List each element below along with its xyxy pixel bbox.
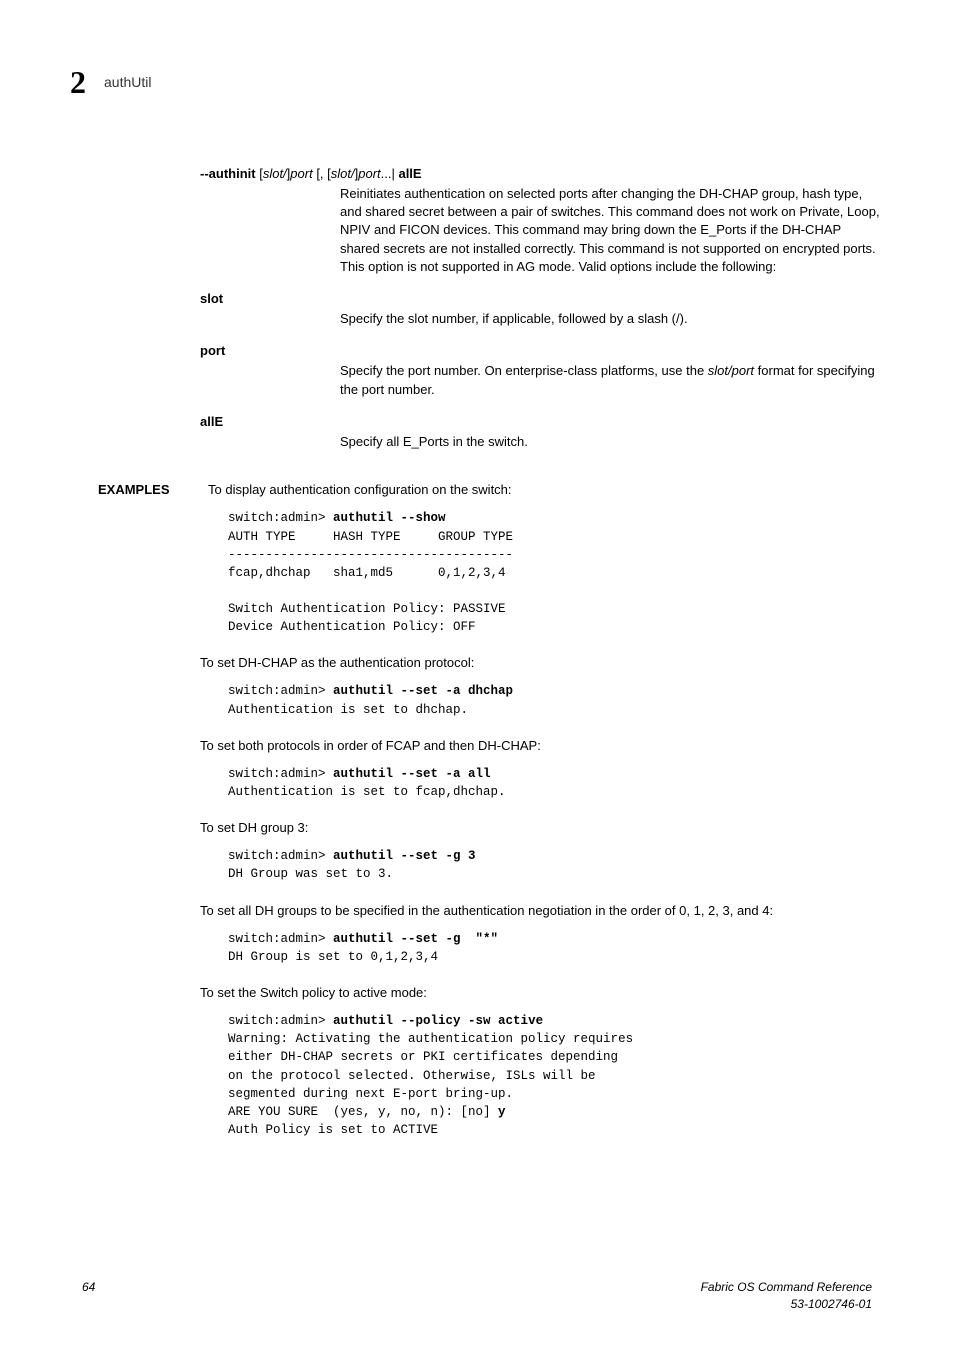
option-term-slot: slot bbox=[200, 290, 884, 308]
example-intro: To display authentication configuration … bbox=[200, 481, 884, 499]
footer-right: Fabric OS Command Reference 53-1002746-0… bbox=[701, 1279, 872, 1313]
example-intro: To set DH group 3: bbox=[200, 819, 884, 837]
option-term-port: port bbox=[200, 342, 884, 360]
header-title: authUtil bbox=[104, 73, 151, 93]
examples-label: EXAMPLES bbox=[70, 481, 208, 499]
option-desc-alle: Specify all E_Ports in the switch. bbox=[340, 433, 884, 451]
code-block: switch:admin> authutil --set -g "*" DH G… bbox=[228, 930, 884, 966]
code-block: switch:admin> authutil --set -g 3 DH Gro… bbox=[228, 847, 884, 883]
option-desc-port: Specify the port number. On enterprise-c… bbox=[340, 362, 884, 398]
option-term-authinit: --authinit [slot/]port [, [slot/]port...… bbox=[200, 166, 422, 181]
option-desc-authinit: Reinitiates authentication on selected p… bbox=[340, 185, 884, 276]
page-number: 64 bbox=[82, 1279, 95, 1313]
code-block: switch:admin> authutil --set -a dhchap A… bbox=[228, 682, 884, 718]
page-footer: 64 Fabric OS Command Reference 53-100274… bbox=[70, 1279, 884, 1313]
option-port: port Specify the port number. On enterpr… bbox=[200, 342, 884, 399]
example-intro: To set both protocols in order of FCAP a… bbox=[200, 737, 884, 755]
option-desc-slot: Specify the slot number, if applicable, … bbox=[340, 310, 884, 328]
option-term-alle: allE bbox=[200, 413, 884, 431]
option-alle: allE Specify all E_Ports in the switch. bbox=[200, 413, 884, 451]
option-authinit: --authinit [slot/]port [, [slot/]port...… bbox=[200, 165, 884, 276]
example-intro: To set all DH groups to be specified in … bbox=[200, 902, 884, 920]
example-intro: To set the Switch policy to active mode: bbox=[200, 984, 884, 1002]
main-content: --authinit [slot/]port [, [slot/]port...… bbox=[200, 165, 884, 1139]
example-intro: To set DH-CHAP as the authentication pro… bbox=[200, 654, 884, 672]
code-block: switch:admin> authutil --policy -sw acti… bbox=[228, 1012, 884, 1139]
page-header: 2 authUtil bbox=[70, 60, 884, 105]
option-slot: slot Specify the slot number, if applica… bbox=[200, 290, 884, 328]
code-block: switch:admin> authutil --set -a all Auth… bbox=[228, 765, 884, 801]
chapter-number: 2 bbox=[70, 60, 86, 105]
code-block: switch:admin> authutil --show AUTH TYPE … bbox=[228, 509, 884, 636]
